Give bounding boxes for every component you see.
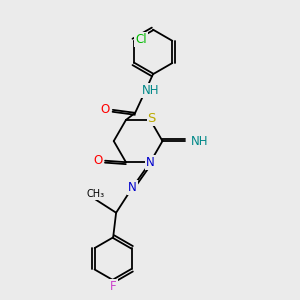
Text: F: F (110, 280, 116, 292)
Text: NH: NH (191, 135, 208, 148)
Text: O: O (100, 103, 110, 116)
Text: Cl: Cl (135, 33, 147, 46)
Text: O: O (93, 154, 102, 167)
Text: S: S (148, 112, 156, 125)
Text: CH₃: CH₃ (86, 189, 104, 199)
Text: NH: NH (142, 84, 160, 97)
Text: N: N (146, 156, 155, 169)
Text: N: N (128, 181, 137, 194)
